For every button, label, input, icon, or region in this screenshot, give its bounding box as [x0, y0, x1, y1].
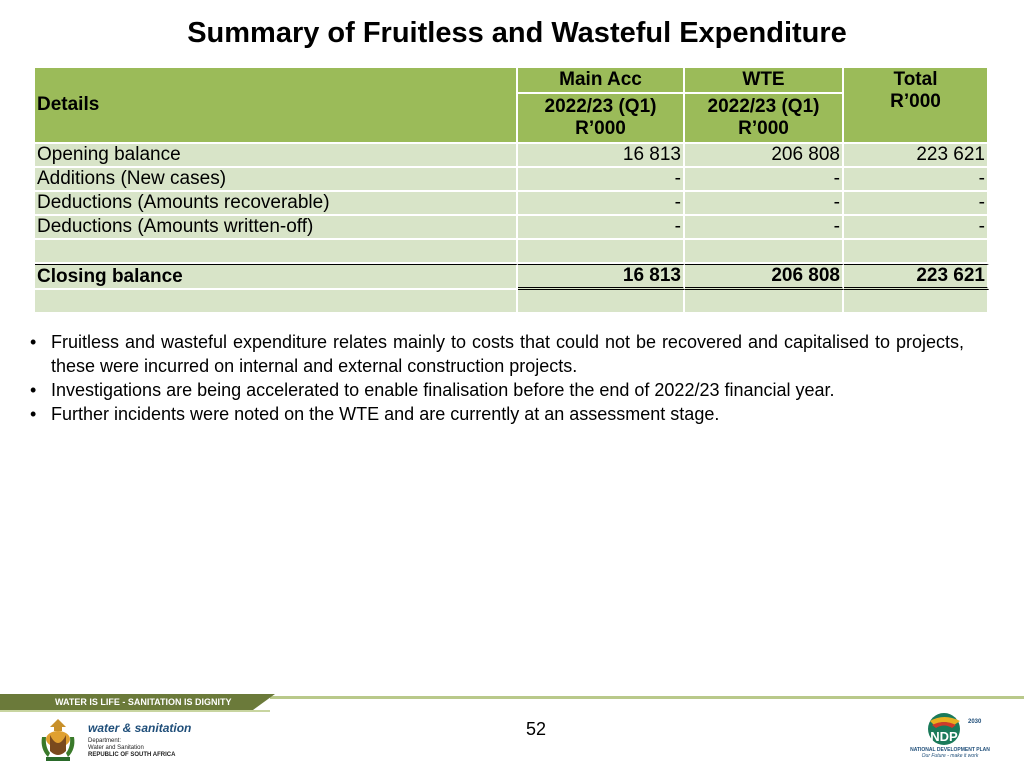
- bullet-glyph: •: [30, 380, 37, 400]
- row-total-value: -: [844, 168, 989, 192]
- row-main-value: -: [518, 192, 685, 216]
- main-period-label: 2022/23 (Q1): [544, 96, 657, 117]
- empty-cell: [35, 240, 518, 264]
- row-main-value: -: [518, 168, 685, 192]
- footer-slogan-banner: WATER IS LIFE - SANITATION IS DIGNITY: [0, 694, 275, 710]
- page-title: Summary of Fruitless and Wasteful Expend…: [187, 17, 847, 49]
- ndp-caption: NATIONAL DEVELOPMENT PLAN Our Future - m…: [908, 747, 992, 759]
- wte-period-label: 2022/23 (Q1): [707, 96, 820, 117]
- header-total-label: Total: [893, 69, 938, 90]
- dws-line3: REPUBLIC OF SOUTH AFRICA: [88, 752, 176, 758]
- row-label: Opening balance: [35, 144, 518, 168]
- row-label: Deductions (Amounts written-off): [35, 216, 518, 240]
- row-total-value: -: [844, 216, 989, 240]
- ndp-logo: NDP 2030 NATIONAL DEVELOPMENT PLAN Our F…: [908, 711, 992, 763]
- row-wte-value: -: [685, 216, 844, 240]
- footer-divider-lower: [0, 710, 270, 712]
- bullet-text: Fruitless and wasteful expenditure relat…: [51, 332, 964, 376]
- header-details: Details: [35, 68, 518, 144]
- dws-logo: water & sanitation Department: Water and…: [36, 717, 206, 763]
- dws-line2: Water and Sanitation: [88, 745, 144, 751]
- bullet-glyph: •: [30, 332, 37, 352]
- bullet-item: • Fruitless and wasteful expenditure rel…: [28, 330, 964, 378]
- table-row: Additions (New cases) - - -: [35, 168, 989, 192]
- header-main-period: 2022/23 (Q1) R’000: [518, 94, 685, 144]
- bullet-text: Further incidents were noted on the WTE …: [51, 404, 720, 424]
- table-row: Opening balance 16 813 206 808 223 621: [35, 144, 989, 168]
- row-total-value: 223 621: [844, 144, 989, 168]
- wte-period-unit: R’000: [738, 118, 789, 139]
- header-total-unit: R’000: [890, 91, 941, 112]
- footer-divider: [270, 696, 1024, 699]
- closing-total-value: 223 621: [844, 264, 989, 290]
- empty-cell: [518, 290, 685, 314]
- closing-wte-value: 206 808: [685, 264, 844, 290]
- table-row: Deductions (Amounts written-off) - - -: [35, 216, 989, 240]
- closing-label: Closing balance: [35, 264, 518, 290]
- empty-cell: [844, 240, 989, 264]
- row-wte-value: -: [685, 168, 844, 192]
- row-wte-value: -: [685, 192, 844, 216]
- bullet-item: • Further incidents were noted on the WT…: [28, 402, 964, 426]
- empty-cell: [685, 240, 844, 264]
- row-main-value: -: [518, 216, 685, 240]
- bullet-list: • Fruitless and wasteful expenditure rel…: [28, 330, 964, 426]
- ndp-tagline: Our Future - make it work: [921, 753, 979, 759]
- row-label: Additions (New cases): [35, 168, 518, 192]
- table-subheader-row: 2022/23 (Q1) R’000 2022/23 (Q1) R’000: [35, 94, 989, 144]
- table-row: Deductions (Amounts recoverable) - - -: [35, 192, 989, 216]
- table-header-row: Details Main Acc WTE Total R’000: [35, 68, 989, 144]
- ndp-year: 2030: [968, 719, 982, 725]
- row-label: Deductions (Amounts recoverable): [35, 192, 518, 216]
- row-main-value: 16 813: [518, 144, 685, 168]
- dws-name: water & sanitation: [88, 721, 192, 735]
- header-wte: WTE: [685, 68, 844, 94]
- dws-department: Department: Water and Sanitation REPUBLI…: [88, 738, 175, 759]
- ndp-name: NATIONAL DEVELOPMENT PLAN: [910, 747, 990, 753]
- main-period-unit: R’000: [575, 118, 626, 139]
- bullet-glyph: •: [30, 404, 37, 424]
- header-wte-period: 2022/23 (Q1) R’000: [685, 94, 844, 144]
- ndp-mark: NDP: [930, 729, 958, 744]
- row-wte-value: 206 808: [685, 144, 844, 168]
- dws-line1: Department:: [88, 738, 122, 744]
- ndp-emblem-icon: NDP 2030: [928, 713, 982, 745]
- closing-main-value: 16 813: [518, 264, 685, 290]
- table-row-empty: [35, 240, 989, 264]
- expenditure-table: Details Main Acc WTE Total R’000 2022/23…: [35, 68, 989, 314]
- empty-cell: [518, 240, 685, 264]
- bullet-item: • Investigations are being accelerated t…: [28, 378, 964, 402]
- page-number: 52: [526, 719, 547, 739]
- closing-balance-row: Closing balance 16 813 206 808 223 621: [35, 264, 989, 290]
- empty-cell: [844, 290, 989, 314]
- empty-cell: [685, 290, 844, 314]
- table-row-empty: [35, 290, 989, 314]
- row-total-value: -: [844, 192, 989, 216]
- empty-cell: [35, 290, 518, 314]
- coat-of-arms-icon: [41, 719, 75, 761]
- header-total: Total R’000: [844, 68, 989, 144]
- bullet-text: Investigations are being accelerated to …: [51, 380, 835, 400]
- header-main-acc: Main Acc: [518, 68, 685, 94]
